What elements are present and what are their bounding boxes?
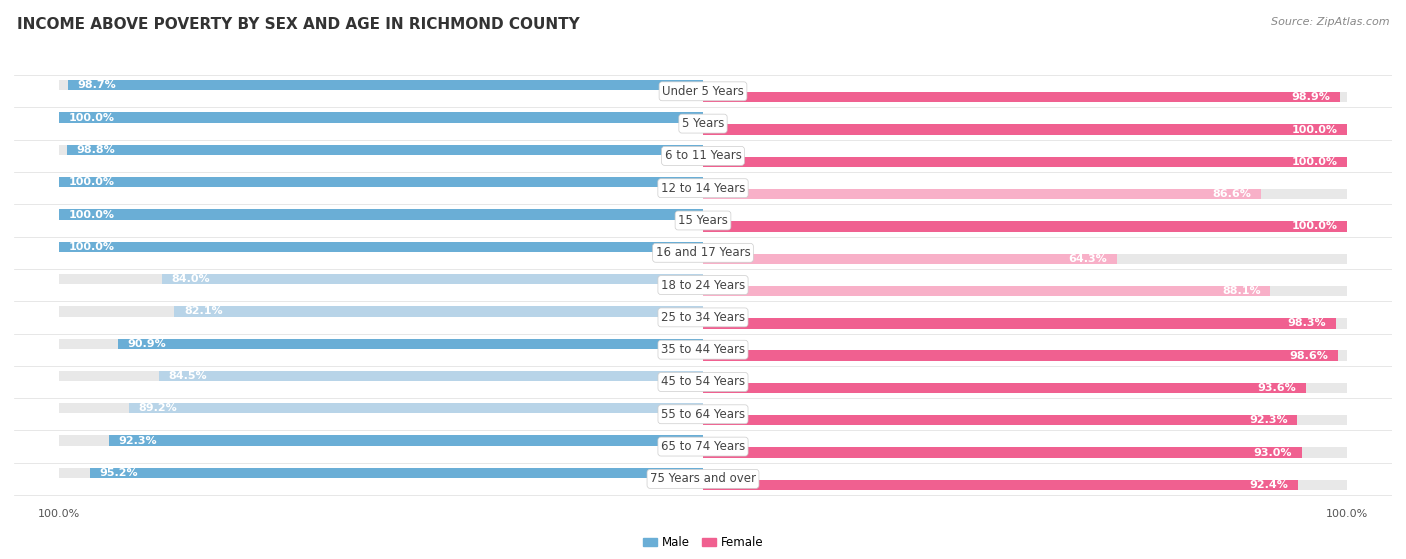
Text: 15 Years: 15 Years [678, 214, 728, 227]
Bar [59, 371, 703, 381]
Text: 100.0%: 100.0% [69, 210, 115, 220]
Bar [703, 383, 1306, 393]
Text: 93.6%: 93.6% [1257, 383, 1296, 393]
Bar [703, 480, 1298, 490]
Text: 6 to 11 Years: 6 to 11 Years [665, 149, 741, 163]
Bar [59, 468, 703, 478]
Text: 86.6%: 86.6% [1212, 189, 1251, 199]
Text: 98.8%: 98.8% [76, 145, 115, 155]
Bar [703, 383, 1347, 393]
Text: 75 Years and over: 75 Years and over [650, 472, 756, 485]
Bar [59, 177, 703, 187]
Legend: Male, Female: Male, Female [638, 532, 768, 554]
Bar [59, 403, 703, 414]
Bar [703, 286, 1270, 296]
Text: 16 and 17 Years: 16 and 17 Years [655, 247, 751, 259]
Bar [67, 145, 703, 155]
Bar [703, 480, 1347, 490]
Text: 98.9%: 98.9% [1291, 92, 1330, 102]
Text: 35 to 44 Years: 35 to 44 Years [661, 343, 745, 356]
Text: INCOME ABOVE POVERTY BY SEX AND AGE IN RICHMOND COUNTY: INCOME ABOVE POVERTY BY SEX AND AGE IN R… [17, 17, 579, 32]
Text: 84.0%: 84.0% [172, 274, 211, 284]
Bar [118, 339, 703, 349]
Text: 95.2%: 95.2% [100, 468, 138, 478]
Bar [703, 221, 1347, 231]
Bar [59, 306, 703, 316]
Text: 65 to 74 Years: 65 to 74 Years [661, 440, 745, 453]
Bar [162, 274, 703, 285]
Bar [159, 371, 703, 381]
Text: 92.3%: 92.3% [1249, 415, 1288, 425]
Bar [703, 318, 1336, 329]
Bar [59, 274, 703, 285]
Bar [59, 177, 703, 187]
Text: 98.3%: 98.3% [1288, 319, 1326, 328]
Bar [59, 241, 703, 252]
Bar [59, 210, 703, 220]
Text: 82.1%: 82.1% [184, 306, 222, 316]
Bar [703, 447, 1347, 458]
Bar [59, 112, 703, 123]
Bar [703, 350, 1339, 361]
Text: 64.3%: 64.3% [1069, 254, 1108, 264]
Bar [59, 112, 703, 123]
Bar [703, 254, 1347, 264]
Text: 92.4%: 92.4% [1250, 480, 1288, 490]
Bar [703, 189, 1347, 200]
Bar [59, 145, 703, 155]
Bar [703, 157, 1347, 167]
Text: 90.9%: 90.9% [128, 339, 166, 349]
Bar [703, 189, 1261, 200]
Text: 89.2%: 89.2% [138, 403, 177, 413]
Bar [703, 318, 1347, 329]
Bar [703, 350, 1347, 361]
Bar [703, 125, 1347, 135]
Bar [703, 286, 1347, 296]
Text: 92.3%: 92.3% [118, 435, 157, 446]
Text: 5 Years: 5 Years [682, 117, 724, 130]
Text: 45 to 54 Years: 45 to 54 Years [661, 376, 745, 389]
Text: 100.0%: 100.0% [69, 112, 115, 122]
Text: 25 to 34 Years: 25 to 34 Years [661, 311, 745, 324]
Bar [90, 468, 703, 478]
Bar [129, 403, 703, 414]
Text: Source: ZipAtlas.com: Source: ZipAtlas.com [1271, 17, 1389, 27]
Text: 98.6%: 98.6% [1289, 350, 1329, 361]
Bar [703, 125, 1347, 135]
Bar [59, 435, 703, 446]
Text: 100.0%: 100.0% [1291, 125, 1337, 135]
Bar [703, 447, 1302, 458]
Bar [174, 306, 703, 316]
Text: 100.0%: 100.0% [69, 177, 115, 187]
Text: Under 5 Years: Under 5 Years [662, 85, 744, 98]
Bar [703, 157, 1347, 167]
Text: 55 to 64 Years: 55 to 64 Years [661, 408, 745, 421]
Text: 12 to 14 Years: 12 to 14 Years [661, 182, 745, 195]
Bar [703, 92, 1347, 102]
Bar [703, 221, 1347, 231]
Text: 18 to 24 Years: 18 to 24 Years [661, 278, 745, 292]
Bar [59, 241, 703, 252]
Bar [703, 415, 1347, 425]
Bar [108, 435, 703, 446]
Bar [703, 254, 1116, 264]
Text: 93.0%: 93.0% [1254, 448, 1292, 458]
Bar [67, 80, 703, 91]
Bar [59, 80, 703, 91]
Text: 84.5%: 84.5% [169, 371, 207, 381]
Bar [703, 415, 1298, 425]
Bar [703, 92, 1340, 102]
Bar [59, 210, 703, 220]
Text: 100.0%: 100.0% [1291, 221, 1337, 231]
Bar [59, 339, 703, 349]
Text: 100.0%: 100.0% [1291, 157, 1337, 167]
Text: 88.1%: 88.1% [1222, 286, 1261, 296]
Text: 100.0%: 100.0% [69, 242, 115, 252]
Text: 98.7%: 98.7% [77, 80, 115, 91]
